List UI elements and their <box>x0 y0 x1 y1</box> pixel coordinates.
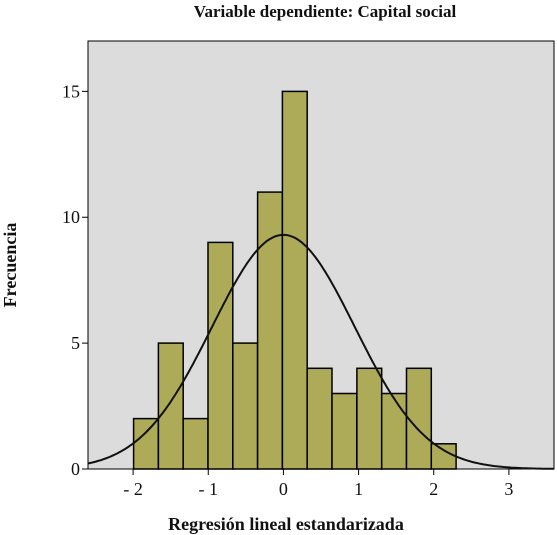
bar-1 <box>132 417 160 470</box>
chart-title: Variable dependiente: Capital social <box>194 2 457 21</box>
y-tick-label-10: 10 <box>62 207 80 227</box>
bar-8 <box>306 367 333 470</box>
x-tick-label-3: 1 <box>354 479 363 499</box>
x-axis-ticks: - 2 - 1 0 1 2 3 <box>123 469 513 499</box>
y-tick-label-0: 0 <box>71 459 80 479</box>
bar-9 <box>331 392 358 470</box>
x-axis-label: Regresión lineal estandarizada <box>168 514 404 534</box>
bars-group <box>132 90 457 470</box>
x-tick-label-0: - 2 <box>123 479 143 499</box>
x-tick-label-5: 3 <box>504 479 513 499</box>
bar-12 <box>405 367 433 470</box>
bar-3 <box>182 417 209 470</box>
bar-5 <box>232 342 259 470</box>
x-tick-label-1: - 1 <box>199 479 219 499</box>
y-axis-label: Frecuencia <box>0 223 20 308</box>
bar-11 <box>380 392 408 470</box>
bar-13 <box>430 443 457 470</box>
bar-2 <box>157 342 184 470</box>
bar-4 <box>207 241 234 470</box>
bar-7 <box>281 90 308 470</box>
y-tick-label-5: 5 <box>71 333 80 353</box>
normal-curve <box>87 233 554 470</box>
bar-6 <box>256 191 284 470</box>
x-tick-label-2: 0 <box>279 479 288 499</box>
x-tick-label-4: 2 <box>429 479 438 499</box>
y-tick-label-15: 15 <box>62 81 80 101</box>
bar-10 <box>356 367 383 470</box>
y-axis-ticks: 0 5 10 15 <box>62 81 88 479</box>
